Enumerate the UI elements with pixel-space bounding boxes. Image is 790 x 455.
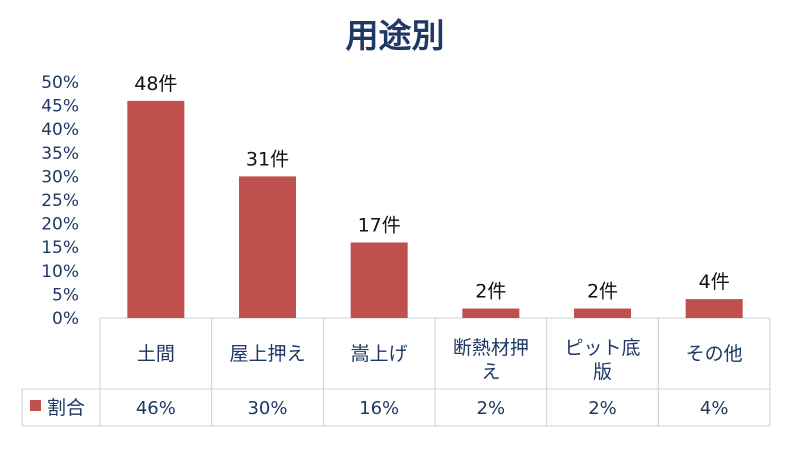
data-label: 4件 xyxy=(699,271,730,293)
bar xyxy=(574,308,631,318)
bar xyxy=(685,299,743,318)
chart-title: 用途別 xyxy=(346,16,445,55)
table-value-cell: 4% xyxy=(700,398,729,419)
data-labels: 48件 31件 17件 2件 2件 4件 xyxy=(134,73,729,303)
bar xyxy=(462,308,520,318)
table-value-cell: 2% xyxy=(477,398,506,419)
bars xyxy=(127,100,743,318)
y-tick-label: 30% xyxy=(41,167,79,187)
y-tick-label: 20% xyxy=(41,215,79,235)
data-label: 31件 xyxy=(246,148,289,170)
category-label: その他 xyxy=(686,343,743,365)
table-value-cell: 30% xyxy=(247,398,287,419)
category-label: ピット底版 xyxy=(564,337,640,383)
category-label: 土間 xyxy=(137,343,175,365)
y-tick-label: 25% xyxy=(41,191,79,211)
table-value-cell: 46% xyxy=(136,398,176,419)
bar xyxy=(239,176,296,318)
y-tick-label: 40% xyxy=(41,120,79,140)
bar xyxy=(350,242,408,318)
data-label: 17件 xyxy=(358,214,401,236)
data-label: 48件 xyxy=(134,73,177,95)
table-value-cell: 2% xyxy=(588,398,617,419)
y-axis-ticks: 0% 5% 10% 15% 20% 25% 30% 35% 40% 45% 50% xyxy=(41,73,79,329)
y-tick-label: 15% xyxy=(41,238,79,258)
y-tick-label: 35% xyxy=(41,144,79,164)
legend-swatch xyxy=(30,400,41,411)
data-table: 土間 46% 屋上押え 30% 嵩上げ 16% 断熱材押え 2% ピット底版 2% その他 4% 割合 xyxy=(30,337,743,419)
y-tick-label: 50% xyxy=(41,73,79,93)
data-label: 2件 xyxy=(587,281,618,303)
category-label: 屋上押え xyxy=(229,343,305,365)
category-label: 嵩上げ xyxy=(351,343,408,365)
bar xyxy=(127,100,185,318)
data-label: 2件 xyxy=(475,281,506,303)
gridlines xyxy=(21,317,771,427)
y-tick-label: 0% xyxy=(52,309,79,329)
table-value-cell: 16% xyxy=(359,398,399,419)
category-label: 断熱材押え xyxy=(453,337,529,383)
y-tick-label: 45% xyxy=(41,97,79,117)
legend-label: 割合 xyxy=(47,397,85,419)
y-tick-label: 5% xyxy=(52,285,79,305)
y-tick-label: 10% xyxy=(41,262,79,282)
